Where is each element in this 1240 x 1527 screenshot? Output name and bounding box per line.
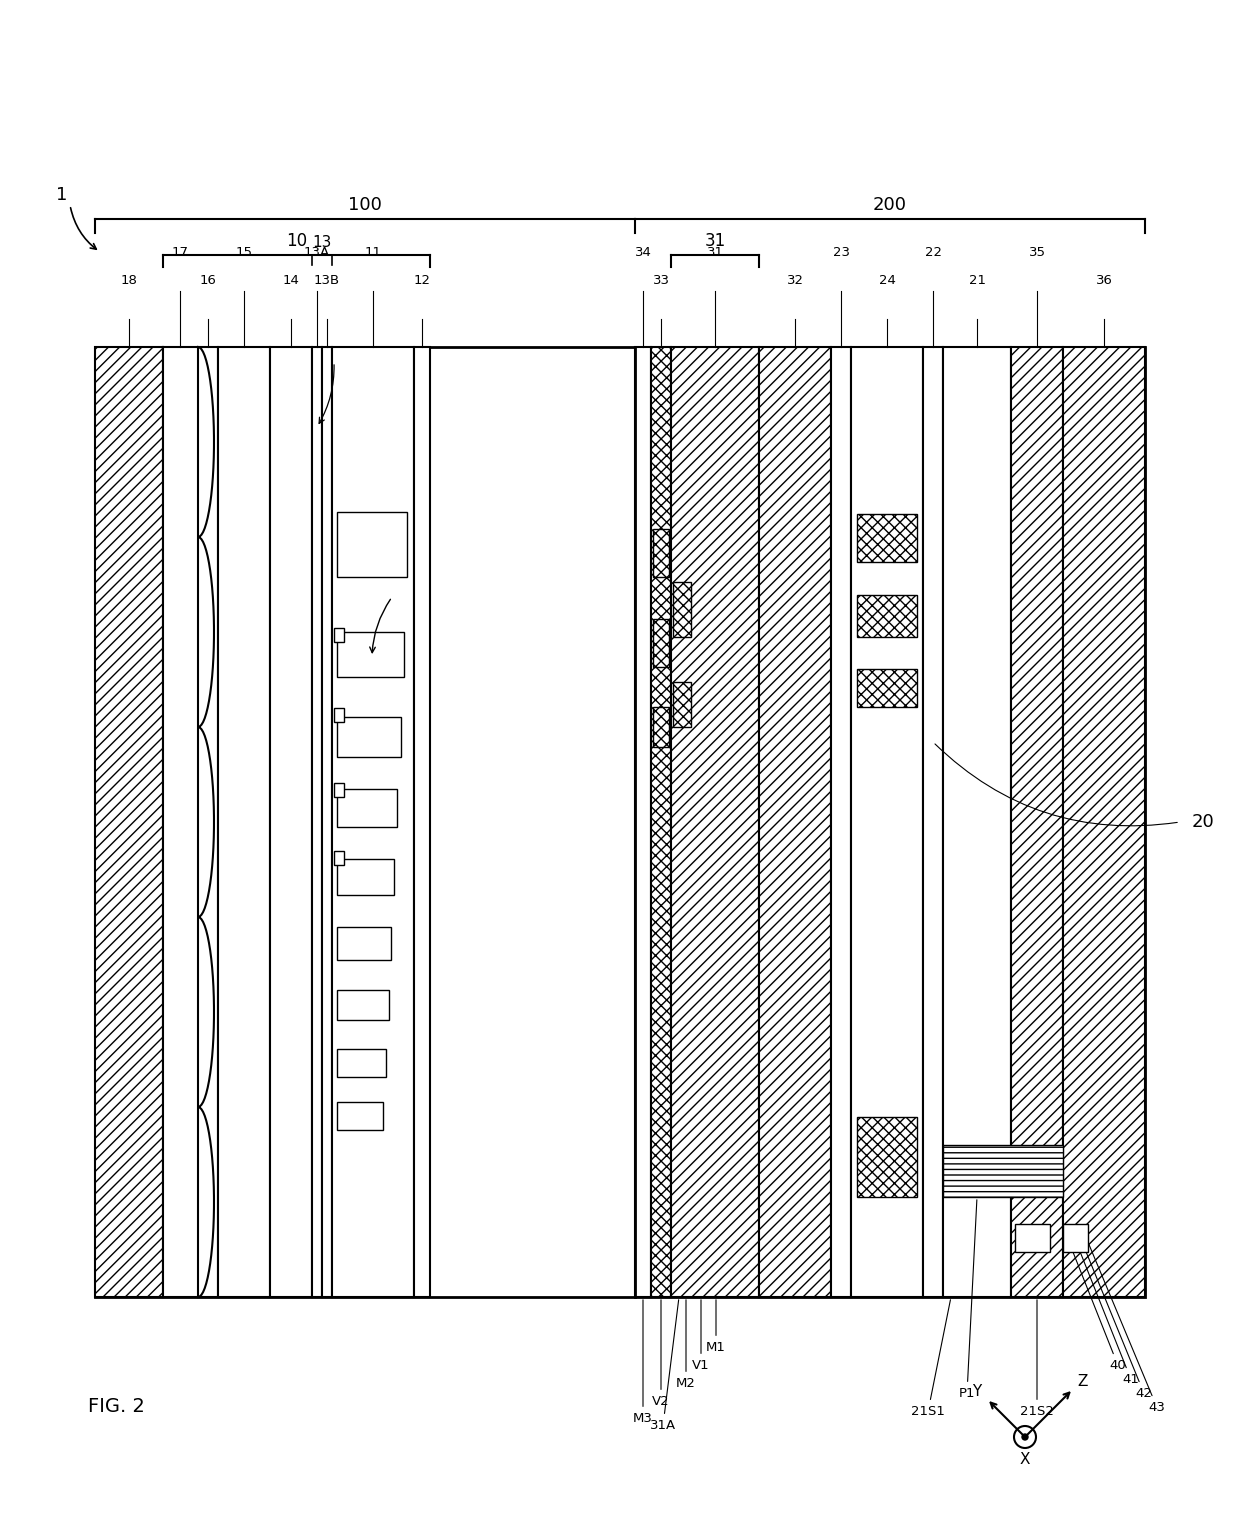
Bar — [857, 669, 918, 707]
Bar — [334, 628, 343, 641]
Text: 11: 11 — [365, 246, 382, 260]
Text: 20: 20 — [1192, 812, 1214, 831]
Text: M3: M3 — [634, 1299, 653, 1425]
Bar — [831, 347, 851, 1296]
Bar — [653, 618, 670, 667]
Bar — [95, 347, 1145, 1296]
Text: M2: M2 — [676, 1299, 696, 1390]
Bar — [857, 515, 918, 562]
Text: 31: 31 — [707, 246, 723, 260]
Text: P1: P1 — [959, 1200, 977, 1400]
Text: 21: 21 — [968, 273, 986, 287]
Text: 16: 16 — [200, 273, 217, 287]
Bar — [857, 1116, 918, 1197]
Text: V1: V1 — [692, 1299, 709, 1371]
Text: 21S2: 21S2 — [1021, 1299, 1054, 1419]
Text: 1: 1 — [56, 186, 68, 205]
Text: 33: 33 — [652, 273, 670, 287]
Bar — [337, 512, 407, 577]
Text: 100: 100 — [348, 195, 382, 214]
Bar — [653, 528, 670, 577]
Text: 40: 40 — [1070, 1245, 1126, 1371]
Bar — [759, 347, 831, 1296]
Text: 31A: 31A — [650, 1299, 678, 1432]
Text: 42: 42 — [1081, 1240, 1152, 1400]
Bar — [1016, 1225, 1050, 1252]
Bar — [635, 347, 651, 1296]
Text: Y: Y — [972, 1383, 982, 1399]
Text: 200: 200 — [873, 195, 906, 214]
Text: 10: 10 — [286, 232, 308, 250]
Bar — [857, 596, 918, 637]
Text: 43: 43 — [1086, 1237, 1166, 1414]
Bar — [337, 927, 391, 960]
Bar — [218, 347, 270, 1296]
Text: 18: 18 — [120, 273, 138, 287]
Bar — [337, 989, 389, 1020]
Bar — [1063, 1225, 1087, 1252]
Bar — [942, 347, 1011, 1296]
Bar — [851, 347, 923, 1296]
Bar — [651, 347, 671, 1296]
Text: FIG. 2: FIG. 2 — [88, 1397, 145, 1417]
Bar — [673, 582, 691, 637]
Circle shape — [1022, 1434, 1028, 1440]
Bar — [270, 347, 312, 1296]
Bar — [337, 632, 404, 676]
Text: 14: 14 — [283, 273, 299, 287]
Text: V2: V2 — [652, 1299, 670, 1408]
Bar — [198, 347, 218, 1296]
Bar — [337, 860, 394, 895]
Bar — [653, 707, 670, 747]
Bar — [923, 347, 942, 1296]
Text: 36: 36 — [1096, 273, 1112, 287]
Text: 13A: 13A — [304, 246, 330, 260]
Bar — [334, 783, 343, 797]
Text: 12: 12 — [413, 273, 430, 287]
Text: 23: 23 — [832, 246, 849, 260]
Bar — [671, 347, 759, 1296]
Text: Z: Z — [1078, 1373, 1089, 1388]
Text: 15: 15 — [236, 246, 253, 260]
Text: 41: 41 — [1076, 1241, 1140, 1387]
Bar — [334, 709, 343, 722]
Bar — [414, 347, 430, 1296]
Bar — [334, 851, 343, 864]
Text: 17: 17 — [171, 246, 188, 260]
Text: 35: 35 — [1028, 246, 1045, 260]
Bar — [162, 347, 198, 1296]
Bar — [942, 1145, 1063, 1197]
Bar — [332, 347, 414, 1296]
Bar — [337, 789, 397, 828]
Text: X: X — [1019, 1452, 1030, 1467]
Text: 21S1: 21S1 — [911, 1299, 950, 1419]
Text: 31: 31 — [704, 232, 725, 250]
Bar — [1063, 347, 1145, 1296]
Bar — [337, 718, 401, 757]
Bar — [337, 1102, 383, 1130]
Bar — [312, 347, 322, 1296]
Text: 24: 24 — [879, 273, 895, 287]
Text: 13B: 13B — [314, 273, 340, 287]
Bar — [322, 347, 332, 1296]
Text: 22: 22 — [925, 246, 941, 260]
Text: 32: 32 — [786, 273, 804, 287]
Text: 34: 34 — [635, 246, 651, 260]
Bar — [673, 683, 691, 727]
Text: M1: M1 — [706, 1299, 725, 1354]
Bar — [95, 347, 162, 1296]
Text: 13: 13 — [312, 235, 331, 250]
Bar — [1011, 347, 1063, 1296]
Bar — [337, 1049, 386, 1077]
